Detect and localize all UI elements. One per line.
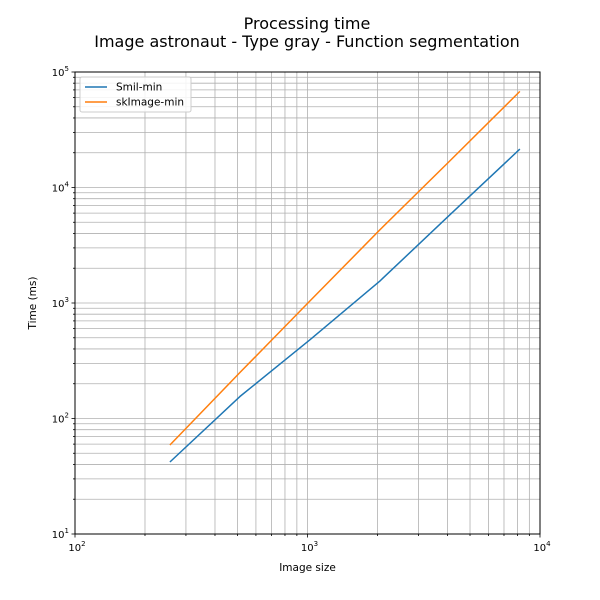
y-tick-label: 102 [52, 412, 69, 426]
legend-label-smil-min: Smil-min [116, 82, 162, 94]
legend-box [79, 76, 192, 113]
y-tick-label: 103 [52, 296, 69, 310]
series-line-smil-min [169, 148, 521, 463]
x-axis-label: Image size [279, 562, 336, 574]
y-tick-label: 101 [52, 527, 69, 541]
series-line-skimage-min [169, 90, 521, 446]
chart-title-line1: Processing time [244, 14, 371, 33]
y-tick-label: 105 [52, 65, 69, 79]
x-tick-label: 103 [301, 540, 318, 554]
legend: Smil-min skImage-min [79, 76, 192, 113]
x-tick-label: 104 [533, 540, 551, 554]
chart-title-line2: Image astronaut - Type gray - Function s… [94, 32, 520, 51]
y-tick-label: 104 [52, 181, 70, 195]
legend-label-skimage-min: skImage-min [116, 97, 184, 109]
plot-area-frame [74, 71, 541, 535]
series-lines [169, 90, 521, 463]
x-tick-label: 102 [68, 540, 85, 554]
y-axis-label: Time (ms) [27, 277, 39, 331]
